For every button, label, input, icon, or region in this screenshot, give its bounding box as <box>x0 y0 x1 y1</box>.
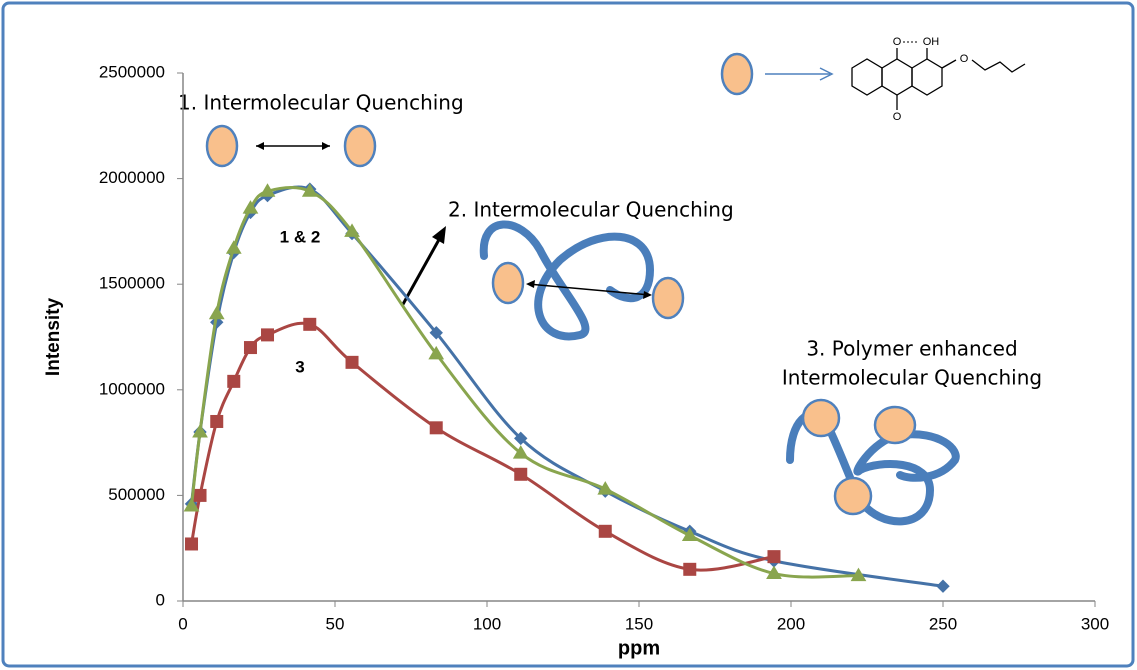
point <box>344 223 360 237</box>
annotation: Intermolecular Quenching <box>782 366 1042 390</box>
point <box>185 537 199 551</box>
y-tick-label: 1500000 <box>99 274 165 293</box>
x-tick-label: 100 <box>473 614 501 633</box>
annotation: 3. Polymer enhanced <box>806 337 1017 361</box>
annotation: 2. Intermolecular Quenching <box>448 198 734 222</box>
y-tick-label: 500000 <box>108 485 165 504</box>
y-axis-label: Intensity <box>43 298 64 377</box>
point <box>303 317 317 331</box>
point <box>681 527 698 542</box>
annotation: 1 & 2 <box>280 227 321 246</box>
x-tick-label: 150 <box>625 614 653 633</box>
annotation: 3 <box>295 357 304 376</box>
y-tick-label: 2500000 <box>99 62 165 81</box>
annotation: 1. Intermolecular Quenching <box>178 91 464 115</box>
point <box>192 424 208 438</box>
point <box>208 305 225 320</box>
molecule-label: O <box>893 36 902 48</box>
point <box>429 421 443 435</box>
point <box>227 374 241 388</box>
y-tick-label: 2000000 <box>99 168 165 187</box>
x-tick-label: 250 <box>929 614 957 633</box>
illustration <box>205 41 1026 526</box>
molecule-label: OH <box>923 36 940 48</box>
point <box>183 497 200 512</box>
point <box>429 326 443 340</box>
point <box>597 481 614 495</box>
point <box>243 341 257 355</box>
point <box>345 355 359 369</box>
point <box>683 562 697 576</box>
point <box>767 550 781 564</box>
x-tick-label: 50 <box>326 614 345 633</box>
point <box>514 467 528 481</box>
point <box>598 524 612 538</box>
point <box>512 445 529 459</box>
point <box>850 567 867 582</box>
point <box>936 579 950 593</box>
molecule-label: O <box>893 111 902 123</box>
point <box>261 328 275 342</box>
point <box>210 414 224 428</box>
point <box>301 183 318 197</box>
y-tick-label: 0 <box>156 590 165 609</box>
molecule-label: O <box>960 53 969 65</box>
x-tick-label: 200 <box>777 614 805 633</box>
point <box>766 565 782 580</box>
point <box>514 431 528 446</box>
point <box>193 488 207 502</box>
y-tick-label: 1000000 <box>99 379 165 398</box>
x-tick-label: 300 <box>1081 614 1109 633</box>
point <box>225 240 242 254</box>
x-tick-label: 0 <box>178 614 187 633</box>
point <box>259 183 276 197</box>
point <box>428 345 445 360</box>
point <box>242 200 259 214</box>
x-axis-label: ppm <box>618 637 660 659</box>
